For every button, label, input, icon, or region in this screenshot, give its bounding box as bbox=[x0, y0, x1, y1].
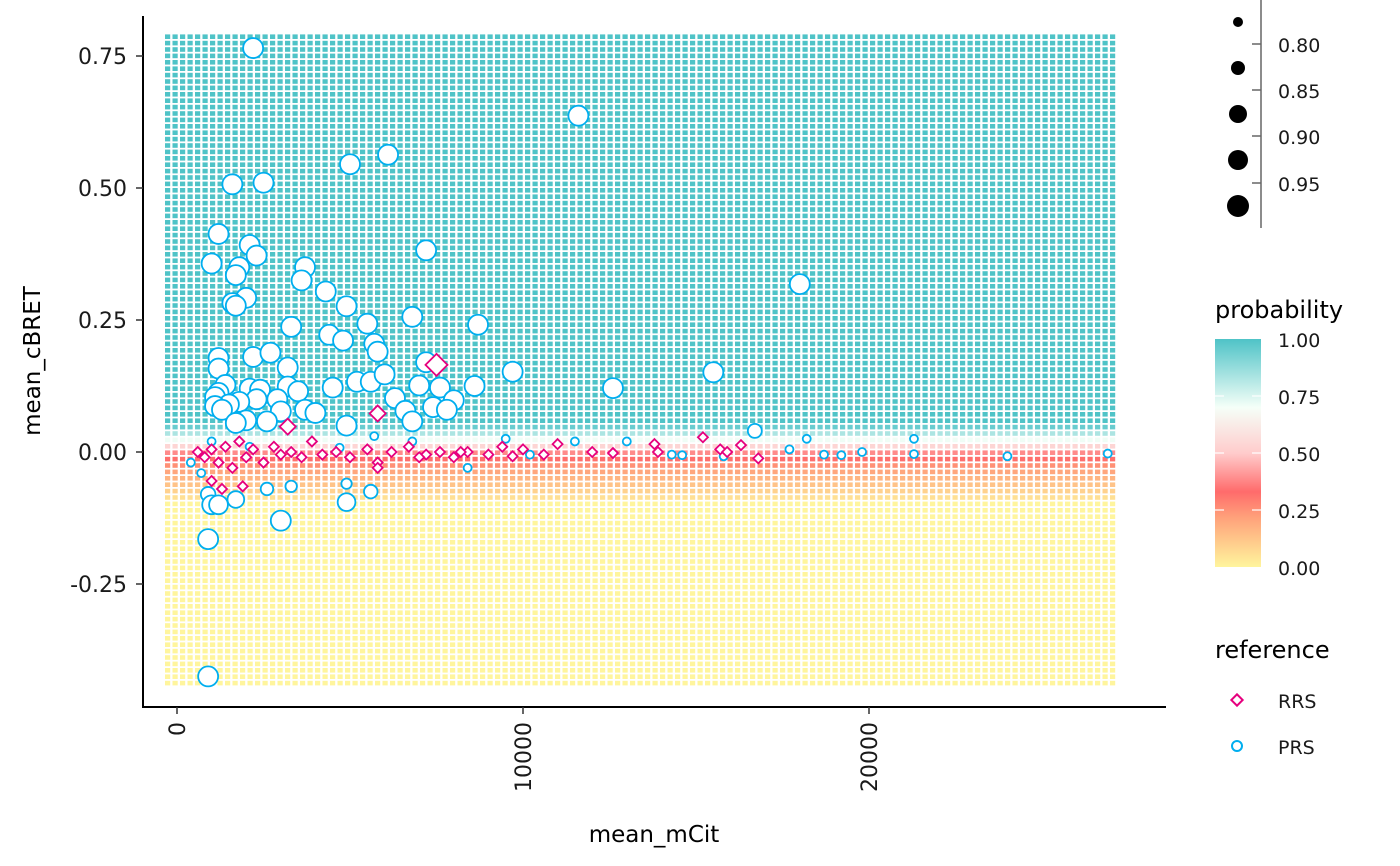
prs-circle-icon bbox=[1231, 740, 1243, 752]
size-key-5 bbox=[1227, 195, 1249, 217]
y-tick-label: 0.00 bbox=[78, 441, 127, 466]
probability-raster bbox=[165, 34, 1116, 686]
size-key-3 bbox=[1229, 105, 1247, 123]
y-tick-label: 0.25 bbox=[78, 309, 127, 334]
probability-legend: probability 1.00 0.75 0.50 0.25 0.00 bbox=[1215, 296, 1343, 580]
prs-legend-label: PRS bbox=[1278, 737, 1315, 759]
probability-tick: 0.75 bbox=[1278, 387, 1320, 409]
probability-tick: 0.00 bbox=[1278, 558, 1320, 580]
reference-legend-title: reference bbox=[1215, 636, 1330, 664]
prs-points bbox=[185, 37, 1113, 688]
y-tick-label: 0.50 bbox=[78, 177, 127, 202]
x-tick-label: 0 bbox=[166, 722, 191, 736]
y-tick-label: -0.25 bbox=[70, 573, 127, 598]
size-key-1 bbox=[1233, 17, 1243, 27]
x-axis-ticks: 0 10000 20000 bbox=[166, 707, 883, 792]
probability-tick: 1.00 bbox=[1278, 330, 1320, 352]
x-axis-title: mean_mCit bbox=[589, 822, 720, 848]
size-legend: 0.80 0.85 0.90 0.95 bbox=[1227, 0, 1320, 228]
x-tick-label: 20000 bbox=[858, 722, 883, 792]
size-label: 0.90 bbox=[1278, 127, 1320, 149]
y-axis-title: mean_cBRET bbox=[20, 285, 46, 436]
probability-legend-title: probability bbox=[1215, 296, 1343, 324]
x-tick-label: 10000 bbox=[512, 722, 537, 792]
size-label: 0.80 bbox=[1278, 35, 1320, 57]
size-label: 0.95 bbox=[1278, 174, 1320, 196]
rrs-points bbox=[191, 352, 765, 496]
y-tick-label: 0.75 bbox=[78, 45, 127, 70]
rrs-diamond-icon bbox=[1229, 692, 1245, 708]
probability-tick: 0.25 bbox=[1278, 501, 1320, 523]
size-key-4 bbox=[1228, 150, 1248, 170]
probability-tick: 0.50 bbox=[1278, 444, 1320, 466]
rrs-legend-label: RRS bbox=[1278, 691, 1316, 713]
size-label: 0.85 bbox=[1278, 81, 1320, 103]
y-axis-ticks: 0.75 0.50 0.25 0.00 -0.25 bbox=[70, 45, 143, 598]
reference-legend: reference RRS PRS bbox=[1215, 636, 1330, 759]
size-key-2 bbox=[1231, 61, 1245, 75]
